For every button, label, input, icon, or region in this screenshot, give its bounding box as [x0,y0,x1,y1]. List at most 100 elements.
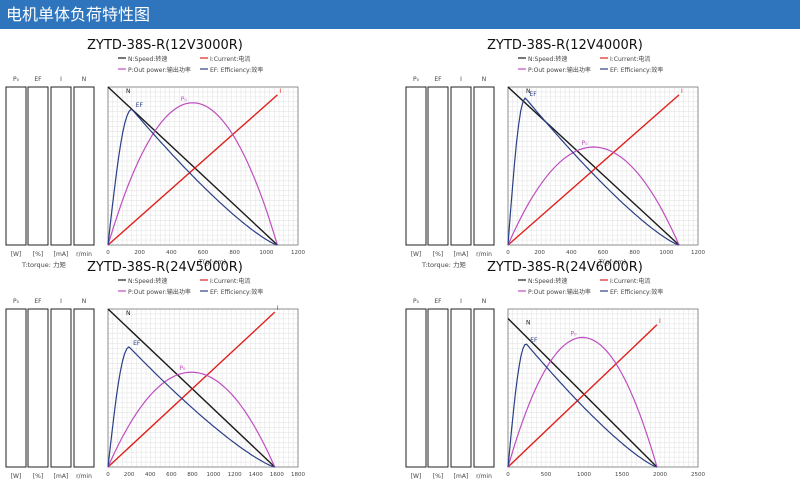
scale-column [405,308,427,468]
x-tick-label: 800 [629,250,640,256]
plot-frame [107,308,299,468]
plot-frame [507,86,699,246]
column-header: I [60,76,62,83]
column-header: I [60,298,62,305]
series-power-label: P₀ [570,330,577,337]
column-unit: r/min [476,473,492,480]
column-header: EF [34,76,42,83]
legend-label-p: P:Out power:输出功率 [528,288,591,296]
x-tick-label: 1400 [249,472,263,478]
x-tick-label: 1800 [291,472,305,478]
column-header: N [482,298,487,305]
column-header: N [482,76,487,83]
x-tick-label: 200 [134,250,145,256]
chart-title: ZYTD-38S-R(24V6000R) [487,260,643,275]
column-unit: [W] [11,251,22,258]
series-efficiency-label: EF [529,91,537,98]
column-unit: [W] [411,473,422,480]
series-speed-line [107,308,276,468]
scale-column [5,308,27,468]
x-tick-label: 0 [506,250,510,256]
chart-legend: N:Speed:转速 I:Current:电流 P:Out power:输出功率 EF… [518,55,663,74]
legend-label-i: I:Current:电流 [210,277,250,285]
chart-legend: N:Speed:转速 I:Current:电流 P:Out power:输出功率 EF… [518,277,663,296]
plot-grid [507,308,699,468]
series-efficiency-line [507,343,658,468]
legend-label-n: N:Speed:转速 [528,277,567,285]
x-tick-label: 600 [598,250,609,256]
series-current-label: I [279,88,281,95]
x-tick-label: 0 [506,472,510,478]
series-speed-line [507,86,680,246]
series-efficiency-label: EF [136,102,144,109]
x-tick-label: 1200 [291,250,305,256]
column-header: EF [34,298,42,305]
series-efficiency-line [107,346,275,468]
legend-label-p: P:Out power:输出功率 [128,66,191,74]
series-power-line [507,336,658,468]
x-axis-label: T(gf·cm) [598,258,626,266]
series-speed-label: N [126,310,131,317]
x-tick-label: 800 [187,472,198,478]
x-tick-label: 500 [541,472,552,478]
x-tick-label: 200 [534,250,545,256]
x-tick-label: 1600 [270,472,284,478]
scale-column [450,308,472,468]
scale-column [50,86,72,246]
legend-label-i: I:Current:电流 [210,55,250,63]
column-unit: r/min [476,251,492,258]
x-tick-label: 1000 [577,472,591,478]
legend-label-ef: EF: Efficiency:效率 [610,288,663,296]
legend-label-i: I:Current:电流 [610,55,650,63]
scale-column [450,86,472,246]
x-tick-label: 800 [229,250,240,256]
page-banner: 电机单体负荷特性图 [0,0,800,29]
column-unit: [%] [33,251,43,258]
series-power-line [107,102,278,246]
column-unit: [%] [433,251,443,258]
column-header: N [82,298,87,305]
column-unit: [W] [411,251,422,258]
chart-panel: ZYTD-38S-R(12V4000R) N:Speed:转速 I:Current:… [405,38,705,269]
legend-label-ef: EF: Efficiency:效率 [210,288,263,296]
column-header: I [460,298,462,305]
column-unit: [mA] [54,251,69,258]
x-tick-label: 2000 [653,472,667,478]
legend-label-p: P:Out power:输出功率 [128,288,191,296]
x-tick-label: 1000 [207,472,221,478]
column-header: P₀ [13,76,20,83]
series-current-label: I [681,88,683,95]
series-power-label: P₀ [181,96,188,103]
x-tick-label: 400 [145,472,156,478]
column-unit: [mA] [454,473,469,480]
column-unit: [%] [433,473,443,480]
chart-panel: ZYTD-38S-R(12V3000R) N:Speed:转速 I:Current:… [5,38,305,269]
scale-column [5,86,27,246]
chart-legend: N:Speed:转速 I:Current:电流 P:Out power:输出功率 EF… [118,277,263,296]
scale-column [427,86,449,246]
column-unit: r/min [76,473,92,480]
series-speed-line [107,86,278,246]
legend-label-n: N:Speed:转速 [128,277,167,285]
series-current-line [107,94,278,246]
chart-legend: N:Speed:转速 I:Current:电流 P:Out power:输出功率 EF… [118,55,263,74]
plot-grid [107,308,299,468]
column-unit: [mA] [54,473,69,480]
legend-label-n: N:Speed:转速 [128,55,167,63]
legend-label-ef: EF: Efficiency:效率 [210,66,263,74]
scale-column [73,86,95,246]
x-tick-label: 0 [106,472,110,478]
x-tick-label: 400 [566,250,577,256]
x-tick-label: 1200 [691,250,705,256]
plot-frame [107,86,299,246]
x-tick-label: 600 [198,250,209,256]
series-current-line [507,324,658,468]
x-tick-label: 200 [124,472,135,478]
series-efficiency-label: EF [530,337,538,344]
series-power-label: P₀ [179,365,186,372]
scale-column [405,86,427,246]
series-current-label: I [277,305,279,312]
scale-column [473,308,495,468]
x-tick-label: 600 [166,472,177,478]
series-current-label: I [659,318,661,325]
